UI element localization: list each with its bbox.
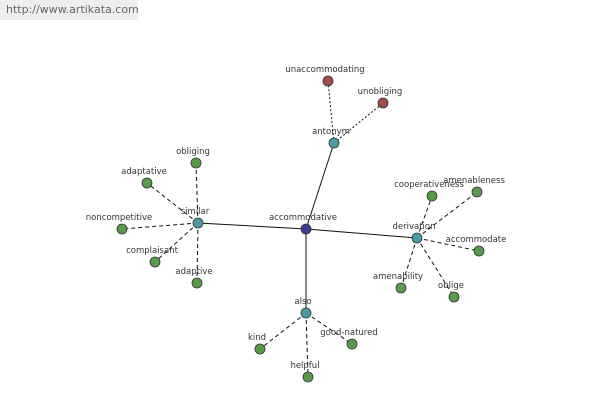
edge: [305, 142, 335, 230]
edge: [305, 228, 418, 239]
node-label[interactable]: derivation: [392, 222, 435, 232]
edge: [416, 237, 480, 252]
edge: [197, 222, 307, 230]
node-label[interactable]: unaccommodating: [285, 65, 364, 75]
node[interactable]: [302, 371, 314, 383]
node[interactable]: [141, 177, 153, 189]
node[interactable]: [346, 338, 358, 350]
node[interactable]: [426, 190, 438, 202]
node[interactable]: [395, 282, 407, 294]
node-label[interactable]: noncompetitive: [86, 213, 152, 223]
node[interactable]: [322, 75, 334, 87]
site-url[interactable]: http://www.artikata.com: [0, 0, 139, 20]
edge: [121, 222, 199, 230]
edge: [416, 237, 455, 298]
node-label[interactable]: cooperativeness: [394, 180, 464, 190]
node-label[interactable]: also: [294, 297, 311, 307]
node-label[interactable]: similar: [181, 207, 210, 217]
node[interactable]: [116, 223, 128, 235]
edge: [154, 222, 199, 263]
node[interactable]: [411, 232, 423, 244]
node-label[interactable]: kind: [248, 333, 266, 343]
node[interactable]: [191, 277, 203, 289]
node-label[interactable]: adaptative: [121, 167, 167, 177]
edge: [195, 162, 199, 224]
edge: [416, 195, 433, 239]
edge: [333, 102, 384, 144]
edge: [416, 191, 478, 239]
node[interactable]: [473, 245, 485, 257]
edge: [259, 312, 307, 350]
node[interactable]: [328, 137, 340, 149]
node-label[interactable]: obliging: [176, 147, 210, 157]
node[interactable]: [149, 256, 161, 268]
node-label[interactable]: helpful: [290, 361, 319, 371]
node-label[interactable]: unobliging: [358, 87, 403, 97]
node-label[interactable]: adaptive: [175, 267, 212, 277]
node[interactable]: [377, 97, 389, 109]
node-label[interactable]: accommodate: [446, 235, 507, 245]
node[interactable]: [254, 343, 266, 355]
node[interactable]: [300, 223, 312, 235]
node-label[interactable]: amenability: [373, 272, 423, 282]
edge: [400, 237, 418, 289]
node-label[interactable]: complaisant: [126, 246, 179, 256]
edge: [305, 312, 309, 378]
node-label[interactable]: good-natured: [320, 328, 378, 338]
node[interactable]: [190, 157, 202, 169]
node-label[interactable]: antonym: [312, 127, 350, 137]
node-label[interactable]: amenableness: [443, 176, 505, 186]
node-label[interactable]: oblige: [438, 281, 464, 291]
node[interactable]: [192, 217, 204, 229]
edge: [196, 222, 199, 284]
node[interactable]: [448, 291, 460, 303]
edge: [305, 312, 353, 345]
node[interactable]: [471, 186, 483, 198]
edge: [146, 182, 199, 224]
node[interactable]: [300, 307, 312, 319]
node-label[interactable]: accommodative: [269, 213, 337, 223]
